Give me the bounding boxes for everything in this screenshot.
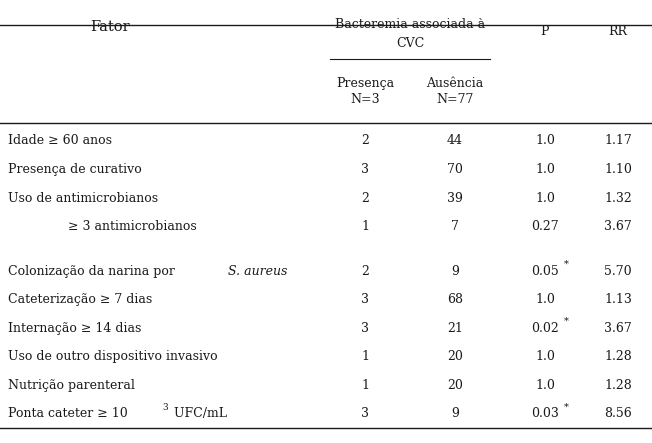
Text: CVC: CVC bbox=[396, 37, 424, 50]
Text: *: * bbox=[564, 403, 569, 412]
Text: Presença: Presença bbox=[336, 77, 394, 89]
Text: N=77: N=77 bbox=[436, 93, 474, 106]
Text: 3: 3 bbox=[162, 403, 168, 412]
Text: Presença de curativo: Presença de curativo bbox=[8, 163, 141, 176]
Text: 7: 7 bbox=[451, 220, 459, 233]
Text: 1.17: 1.17 bbox=[604, 134, 632, 148]
Text: 1: 1 bbox=[361, 350, 369, 363]
Text: 21: 21 bbox=[447, 322, 463, 334]
Text: 39: 39 bbox=[447, 192, 463, 205]
Text: 1.0: 1.0 bbox=[535, 350, 555, 363]
Text: ≥ 3 antimicrobianos: ≥ 3 antimicrobianos bbox=[68, 220, 197, 233]
Text: 20: 20 bbox=[447, 379, 463, 392]
Text: 1: 1 bbox=[361, 379, 369, 392]
Text: 3: 3 bbox=[361, 408, 369, 420]
Text: 1.0: 1.0 bbox=[535, 379, 555, 392]
Text: 1.32: 1.32 bbox=[604, 192, 632, 205]
Text: 2: 2 bbox=[361, 192, 369, 205]
Text: Cateterização ≥ 7 dias: Cateterização ≥ 7 dias bbox=[8, 293, 153, 306]
Text: 1.0: 1.0 bbox=[535, 163, 555, 176]
Text: 2: 2 bbox=[361, 134, 369, 148]
Text: Uso de outro dispositivo invasivo: Uso de outro dispositivo invasivo bbox=[8, 350, 218, 363]
Text: Ausência: Ausência bbox=[426, 77, 484, 89]
Text: 9: 9 bbox=[451, 408, 459, 420]
Text: 0.03: 0.03 bbox=[531, 408, 559, 420]
Text: 1.0: 1.0 bbox=[535, 293, 555, 306]
Text: Nutrição parenteral: Nutrição parenteral bbox=[8, 379, 135, 392]
Text: 2: 2 bbox=[361, 264, 369, 277]
Text: Uso de antimicrobianos: Uso de antimicrobianos bbox=[8, 192, 158, 205]
Text: 8.56: 8.56 bbox=[604, 408, 632, 420]
Text: 3: 3 bbox=[162, 403, 168, 412]
Text: *: * bbox=[564, 260, 569, 268]
Text: 1.0: 1.0 bbox=[535, 192, 555, 205]
Text: Fator: Fator bbox=[90, 20, 130, 35]
Text: 68: 68 bbox=[447, 293, 463, 306]
Text: 1.13: 1.13 bbox=[604, 293, 632, 306]
Text: 3.67: 3.67 bbox=[604, 220, 632, 233]
Text: 3: 3 bbox=[361, 322, 369, 334]
Text: 1.0: 1.0 bbox=[535, 134, 555, 148]
Text: 44: 44 bbox=[447, 134, 463, 148]
Text: Bacteremia associada à: Bacteremia associada à bbox=[335, 18, 485, 31]
Text: 0.05: 0.05 bbox=[531, 264, 559, 277]
Text: 1: 1 bbox=[361, 220, 369, 233]
Text: 20: 20 bbox=[447, 350, 463, 363]
Text: 1.28: 1.28 bbox=[604, 350, 632, 363]
Text: 1.28: 1.28 bbox=[604, 379, 632, 392]
Text: 3.67: 3.67 bbox=[604, 322, 632, 334]
Text: Ponta cateter ≥ 10: Ponta cateter ≥ 10 bbox=[8, 408, 128, 420]
Text: 0.27: 0.27 bbox=[531, 220, 559, 233]
Text: N=3: N=3 bbox=[350, 93, 380, 106]
Text: *: * bbox=[564, 317, 569, 326]
Text: 70: 70 bbox=[447, 163, 463, 176]
Text: 0.02: 0.02 bbox=[531, 322, 559, 334]
Text: RR: RR bbox=[608, 25, 627, 39]
Text: UFC/mL: UFC/mL bbox=[170, 408, 227, 420]
Text: 3: 3 bbox=[361, 293, 369, 306]
Text: Colonização da narina por: Colonização da narina por bbox=[8, 264, 179, 277]
Text: S. aureus: S. aureus bbox=[228, 264, 288, 277]
Text: 9: 9 bbox=[451, 264, 459, 277]
Text: 3: 3 bbox=[361, 163, 369, 176]
Text: P: P bbox=[541, 25, 549, 39]
Text: 5.70: 5.70 bbox=[604, 264, 632, 277]
Text: 1.10: 1.10 bbox=[604, 163, 632, 176]
Text: Idade ≥ 60 anos: Idade ≥ 60 anos bbox=[8, 134, 112, 148]
Text: Internação ≥ 14 dias: Internação ≥ 14 dias bbox=[8, 322, 141, 334]
